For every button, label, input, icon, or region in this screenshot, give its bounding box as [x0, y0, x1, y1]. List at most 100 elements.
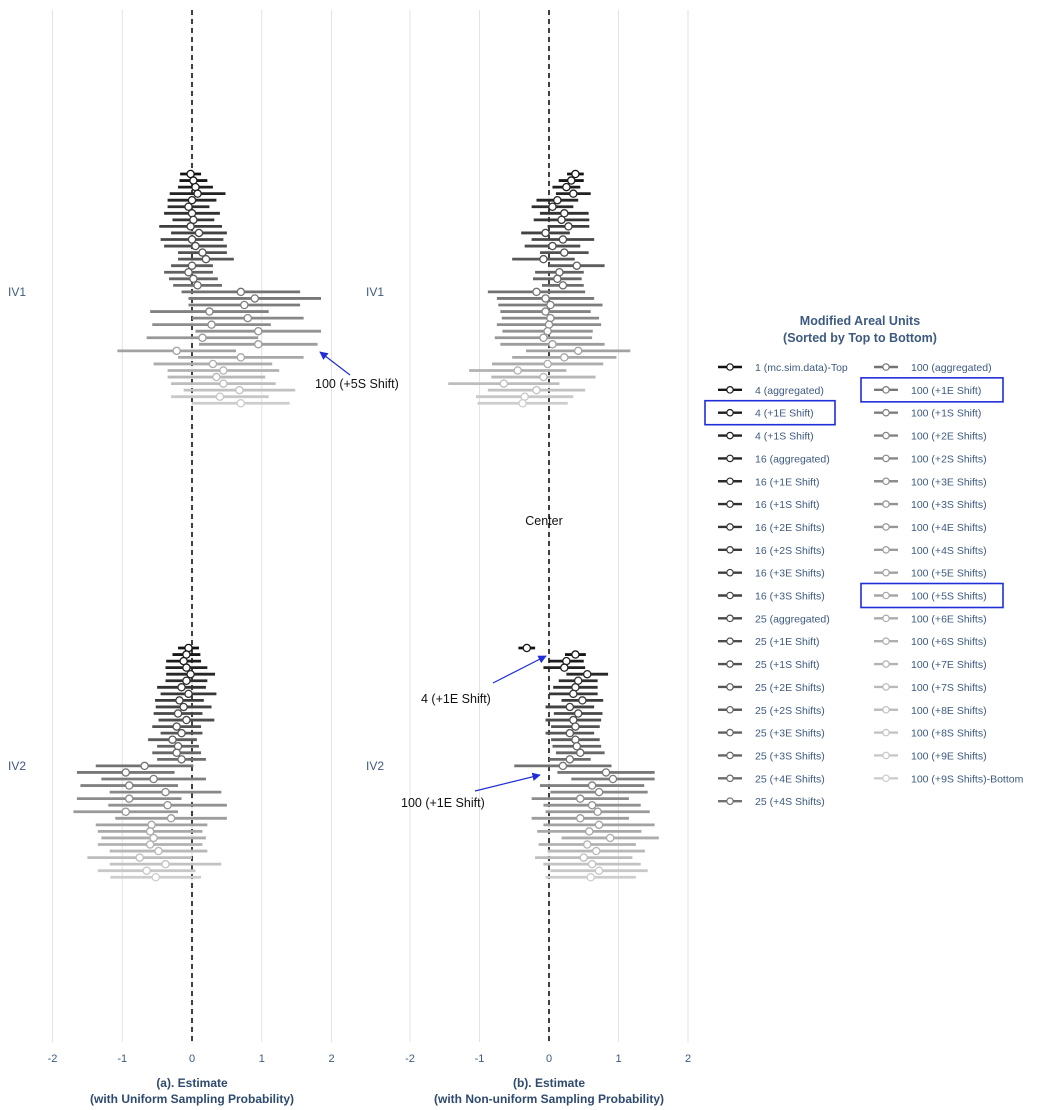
legend-swatch-point — [726, 431, 734, 440]
estimate-point — [149, 833, 158, 843]
legend-swatch-point — [726, 705, 734, 714]
xtick-label: -1 — [117, 1053, 127, 1065]
panel-a-xlabel-line1: (a). Estimate — [156, 1076, 228, 1090]
legend-entry: 100 (+7E Shifts) — [911, 659, 987, 671]
estimate-point — [250, 294, 260, 303]
estimate-point — [539, 333, 548, 342]
legend-entry: 25 (+2S Shifts) — [755, 705, 825, 717]
estimate-point — [558, 761, 568, 771]
legend-swatch-point — [882, 363, 890, 371]
estimate-point — [172, 748, 181, 758]
estimate-point — [208, 359, 218, 369]
estimate-point — [543, 326, 552, 336]
legend-swatch-point — [882, 431, 890, 440]
xtick-label: -2 — [405, 1053, 415, 1065]
estimate-point — [582, 840, 592, 849]
estimate-point — [173, 709, 183, 718]
estimate-point — [532, 287, 541, 297]
estimate-point — [576, 748, 585, 758]
legend-swatch-point — [726, 408, 734, 417]
estimate-point — [177, 683, 186, 692]
legend-swatch-point — [726, 683, 734, 691]
estimate-point — [587, 859, 597, 869]
panel-b-xlabel-line1: (b). Estimate — [513, 1076, 585, 1090]
legend-swatch-point — [726, 774, 734, 783]
annotation-arrow — [474, 772, 541, 792]
estimate-point — [145, 840, 155, 849]
legend-entry: 100 (+5S Shifts) — [911, 591, 987, 603]
estimate-point — [593, 807, 602, 817]
legend-entry: 25 (+1E Shift) — [755, 636, 820, 648]
group-label: IV1 — [8, 285, 26, 299]
estimate-point — [585, 827, 594, 836]
estimate-point — [142, 866, 151, 875]
gridlines — [52, 10, 689, 1042]
estimate-point — [198, 333, 207, 342]
legend-swatch-point — [726, 500, 734, 508]
xtick-label: 2 — [685, 1053, 691, 1065]
annotations: 100 (+5S Shift) 4 (+1E Shift) 100 (+1E Shi… — [315, 351, 547, 810]
estimate-point — [518, 398, 527, 408]
estimate-point — [560, 353, 569, 362]
legend-entry: 100 (+2S Shifts) — [911, 453, 987, 465]
panel-a-xlabel-line2: (with Uniform Sampling Probability) — [90, 1092, 294, 1106]
legend-entry: 100 (+9S Shifts)-Bottom — [911, 773, 1024, 785]
estimate-point — [587, 800, 597, 810]
legend-entry: 100 (+3S Shifts) — [911, 499, 987, 511]
legend-highlight-box — [860, 377, 1004, 403]
xtick-label: 0 — [546, 1053, 552, 1065]
estimate-point — [212, 372, 221, 382]
legend-swatch-point — [882, 408, 890, 417]
estimate-point — [576, 814, 585, 823]
estimate-point — [601, 768, 611, 777]
legend-entry: 25 (+3E Shifts) — [755, 728, 825, 740]
legend-swatch-point — [882, 683, 890, 691]
legend-highlight-box — [704, 399, 836, 426]
estimate-point — [594, 787, 604, 797]
legend-entry: 100 (+4S Shifts) — [911, 545, 987, 557]
estimate-point — [175, 696, 184, 705]
estimate-point — [124, 781, 134, 790]
panel-b-xlabel-line2: (with Non-uniform Sampling Probability) — [434, 1092, 664, 1106]
estimate-point — [182, 715, 191, 725]
estimate-point — [576, 794, 585, 803]
legend-highlight-box — [860, 582, 1004, 609]
estimate-point — [254, 326, 263, 336]
estimate-point — [548, 202, 557, 211]
estimate-point — [586, 873, 595, 882]
legend-swatch-point — [882, 568, 890, 577]
estimate-point — [236, 398, 246, 408]
estimate-point — [184, 267, 193, 277]
estimate-point — [594, 866, 604, 875]
legend-swatch-point — [726, 568, 734, 577]
estimate-point — [219, 366, 228, 375]
estimate-point — [140, 761, 149, 771]
legend-swatch-point — [882, 454, 890, 463]
legend-entry: 100 (+1E Shift) — [911, 385, 981, 397]
estimate-point — [182, 663, 191, 672]
estimate-point — [539, 254, 548, 264]
estimate-point — [572, 261, 582, 270]
legend-swatch-point — [882, 751, 890, 760]
estimate-point — [594, 820, 604, 830]
legend-entry: 100 (+6S Shifts) — [911, 636, 987, 648]
legend-swatch-point — [882, 705, 890, 714]
estimate-point — [560, 248, 569, 257]
legend-swatch-point — [882, 728, 890, 737]
estimate-point — [161, 787, 170, 797]
estimate-point — [184, 689, 193, 699]
xtick-label: -1 — [475, 1053, 485, 1065]
legend: Modified Areal Units (Sorted by Top to B… — [704, 314, 1024, 808]
estimate-point — [569, 189, 578, 198]
axis-titles: (a). Estimate (with Uniform Sampling Pro… — [90, 514, 664, 1106]
estimate-point — [121, 768, 130, 777]
group-label: IV2 — [8, 759, 26, 773]
estimate-point — [184, 202, 193, 211]
estimate-point — [566, 176, 576, 185]
legend-swatch-point — [726, 797, 734, 805]
estimate-point — [177, 755, 186, 764]
estimate-point — [236, 353, 246, 362]
estimate-point — [194, 228, 204, 238]
estimate-point — [541, 294, 550, 303]
reference-lines — [191, 10, 550, 1042]
